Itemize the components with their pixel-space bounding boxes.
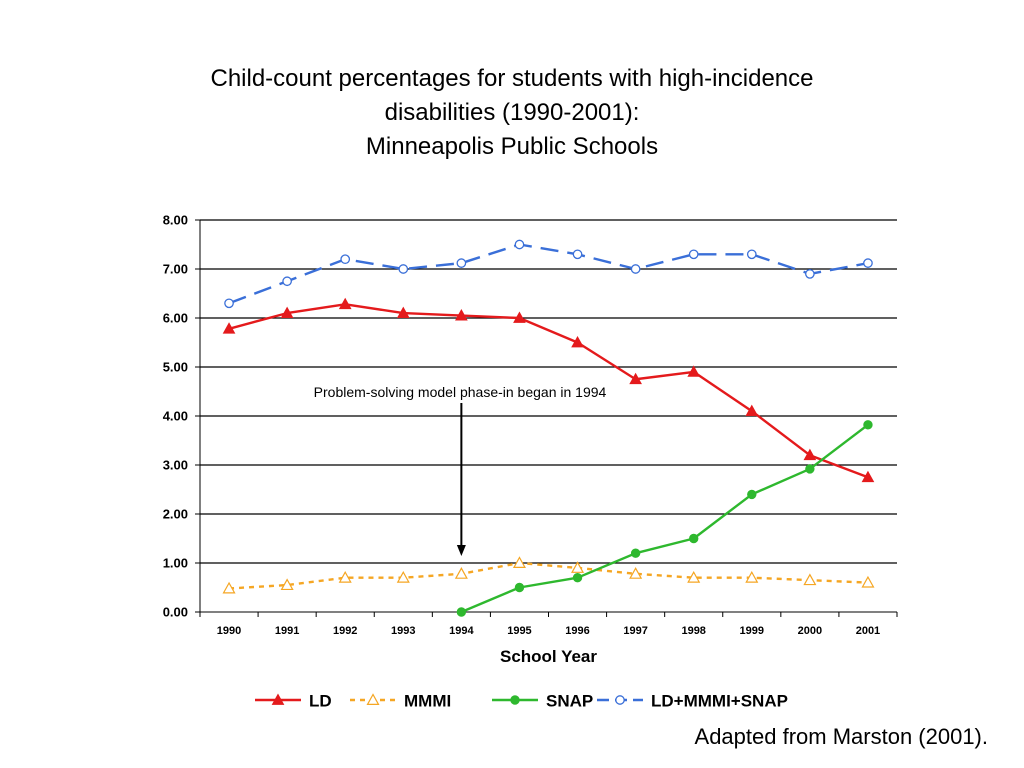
legend-label-ld: LD xyxy=(309,692,332,711)
data-point-mmmi xyxy=(687,570,701,583)
y-tick-label: 2.00 xyxy=(163,507,188,522)
data-point-ld-mmmi-snap xyxy=(746,249,757,260)
data-point-ld xyxy=(745,404,759,416)
x-tick-label: 2000 xyxy=(798,625,822,637)
series-line-ld-mmmi-snap xyxy=(228,243,869,305)
y-tick-label: 6.00 xyxy=(163,311,188,326)
data-point-ld xyxy=(687,365,701,377)
data-point-ld xyxy=(455,309,468,321)
legend-marker-mmmi xyxy=(366,693,380,706)
data-point-snap xyxy=(805,464,815,474)
annotation-text: Problem-solving model phase-in began in … xyxy=(314,384,607,400)
data-point-snap xyxy=(747,489,757,500)
y-tick-label: 7.00 xyxy=(163,262,188,277)
legend-marker-ld xyxy=(271,693,285,705)
data-point-ld xyxy=(513,311,526,323)
y-tick-label: 1.00 xyxy=(163,556,188,571)
chart-title: Child-count percentages for students wit… xyxy=(0,62,1024,164)
data-point-snap xyxy=(689,533,699,544)
data-point-mmmi xyxy=(861,575,875,588)
legend-label-ld-mmmi-snap: LD+MMMI+SNAP xyxy=(651,692,788,711)
series-line-mmmi xyxy=(228,561,869,590)
legend-label-snap: SNAP xyxy=(546,692,593,711)
x-tick-label: 1998 xyxy=(681,625,705,637)
x-tick-label: 1996 xyxy=(565,625,589,637)
data-point-snap xyxy=(456,607,467,617)
y-tick-label: 5.00 xyxy=(163,360,188,375)
data-point-snap xyxy=(630,548,641,558)
data-point-ld xyxy=(861,470,875,483)
x-tick-label: 1997 xyxy=(623,625,647,637)
y-tick-label: 3.00 xyxy=(163,458,188,473)
data-point-ld-mmmi-snap xyxy=(805,269,815,279)
x-tick-label: 1999 xyxy=(740,625,764,637)
data-point-mmmi xyxy=(803,573,817,586)
data-point-ld xyxy=(629,372,642,385)
data-point-ld-mmmi-snap xyxy=(282,276,292,287)
data-point-ld xyxy=(571,335,584,348)
data-point-snap xyxy=(863,420,873,430)
chart-title-line-3: Minneapolis Public Schools xyxy=(365,133,659,160)
legend-marker-ld-mmmi-snap xyxy=(615,695,625,705)
x-tick-label: 1995 xyxy=(507,625,531,637)
y-tick-label: 0.00 xyxy=(163,605,188,620)
data-point-ld-mmmi-snap xyxy=(630,264,641,274)
data-point-ld-mmmi-snap xyxy=(863,258,873,268)
annotation-arrow-head xyxy=(456,545,466,556)
data-point-mmmi xyxy=(396,570,410,583)
data-point-snap xyxy=(572,573,583,583)
x-tick-label: 1991 xyxy=(275,625,299,637)
data-point-mmmi xyxy=(512,556,526,569)
data-point-ld-mmmi-snap xyxy=(456,258,467,268)
y-tick-label: 8.00 xyxy=(163,213,188,228)
x-axis-label: School Year xyxy=(500,647,597,666)
series-line-ld xyxy=(228,303,869,479)
data-point-ld-mmmi-snap xyxy=(572,249,583,260)
data-point-mmmi xyxy=(454,567,468,579)
data-point-ld xyxy=(396,306,410,318)
data-point-mmmi xyxy=(280,578,294,591)
x-tick-label: 1994 xyxy=(449,625,474,637)
data-point-snap xyxy=(514,582,525,593)
data-point-ld-mmmi-snap xyxy=(340,254,351,265)
data-point-ld xyxy=(280,306,294,318)
data-point-mmmi xyxy=(222,581,236,594)
data-point-mmmi xyxy=(629,567,643,579)
data-point-ld xyxy=(222,322,236,334)
data-point-ld-mmmi-snap xyxy=(224,298,234,309)
data-point-mmmi xyxy=(571,561,585,573)
series-line-snap xyxy=(460,423,869,614)
y-tick-label: 4.00 xyxy=(163,409,188,424)
x-tick-label: 1990 xyxy=(217,625,241,637)
source-note: Adapted from Marston (2001). xyxy=(694,724,988,749)
chart-title-line-2: disabilities (1990-2001): xyxy=(384,99,640,126)
legend-label-mmmi: MMMI xyxy=(404,692,451,711)
x-tick-label: 1992 xyxy=(333,625,357,637)
x-tick-label: 1993 xyxy=(391,625,415,637)
data-point-mmmi xyxy=(338,570,352,583)
data-point-ld xyxy=(338,297,352,310)
data-point-ld-mmmi-snap xyxy=(514,239,525,250)
data-point-ld-mmmi-snap xyxy=(688,249,699,260)
x-tick-label: 2001 xyxy=(856,625,880,637)
legend-marker-snap xyxy=(510,695,520,705)
chart-title-line-1: Child-count percentages for students wit… xyxy=(210,65,814,92)
data-point-mmmi xyxy=(745,570,759,583)
data-point-ld-mmmi-snap xyxy=(398,264,409,274)
data-point-ld xyxy=(803,448,817,461)
